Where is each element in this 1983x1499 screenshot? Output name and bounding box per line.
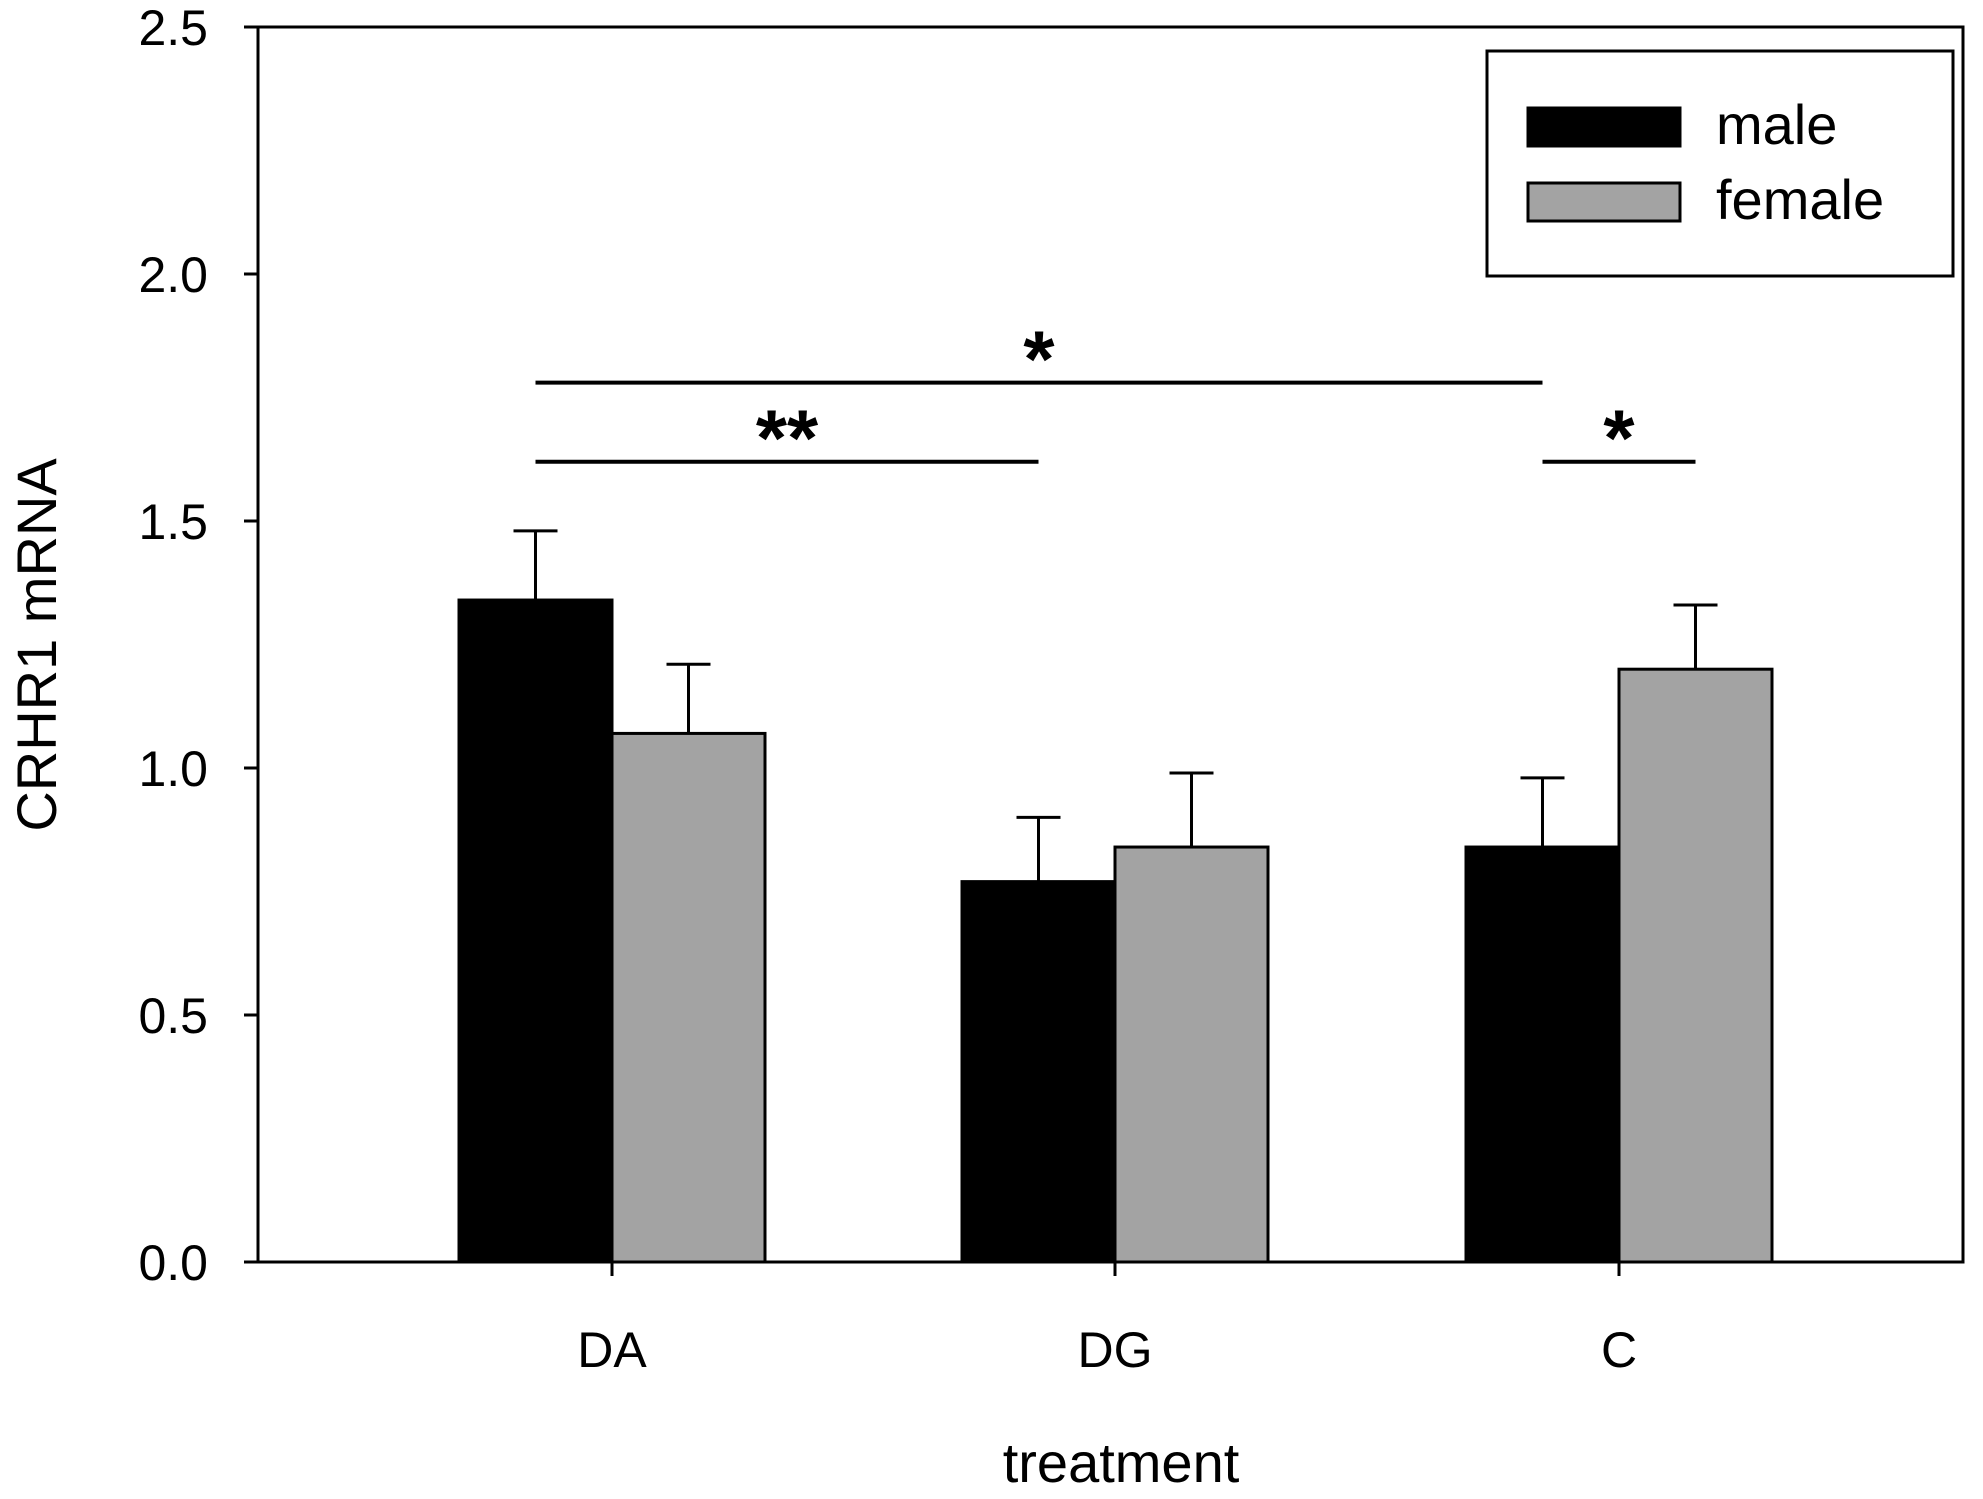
x-tick-label: DG	[1078, 1322, 1153, 1378]
y-tick-label: 0.5	[138, 988, 208, 1044]
x-tick-label: C	[1601, 1322, 1637, 1378]
y-tick-label: 2.0	[138, 247, 208, 303]
bar-female-DA	[610, 731, 767, 1264]
legend-box	[1485, 49, 1955, 278]
bar-female-C	[1617, 667, 1774, 1264]
significance-group: *** *	[535, 315, 1696, 483]
legend-label-male: male	[1716, 93, 1837, 156]
significance-label: *	[1023, 315, 1055, 404]
bar-male-DA	[457, 598, 614, 1264]
x-axis-title: treatment	[1003, 1431, 1240, 1494]
bar-female-DG	[1113, 845, 1270, 1264]
legend-label-female: female	[1716, 168, 1884, 231]
significance-label: **	[756, 394, 819, 483]
y-tick-label: 2.5	[138, 0, 208, 56]
legend: male female	[1485, 49, 1955, 278]
bar-male-C	[1464, 845, 1621, 1264]
legend-swatch-male	[1526, 106, 1682, 148]
x-tick-label: DA	[577, 1322, 647, 1378]
bar-male-DG	[960, 880, 1117, 1264]
y-tick-label: 0.0	[138, 1235, 208, 1291]
y-axis-title: CRHR1 mRNA	[5, 458, 68, 832]
y-tick-label: 1.5	[138, 494, 208, 550]
y-tick-label: 1.0	[138, 741, 208, 797]
error-bars-group	[513, 529, 1718, 882]
bars-group	[457, 598, 1774, 1264]
significance-label: *	[1603, 394, 1635, 483]
legend-swatch-female	[1526, 181, 1682, 223]
